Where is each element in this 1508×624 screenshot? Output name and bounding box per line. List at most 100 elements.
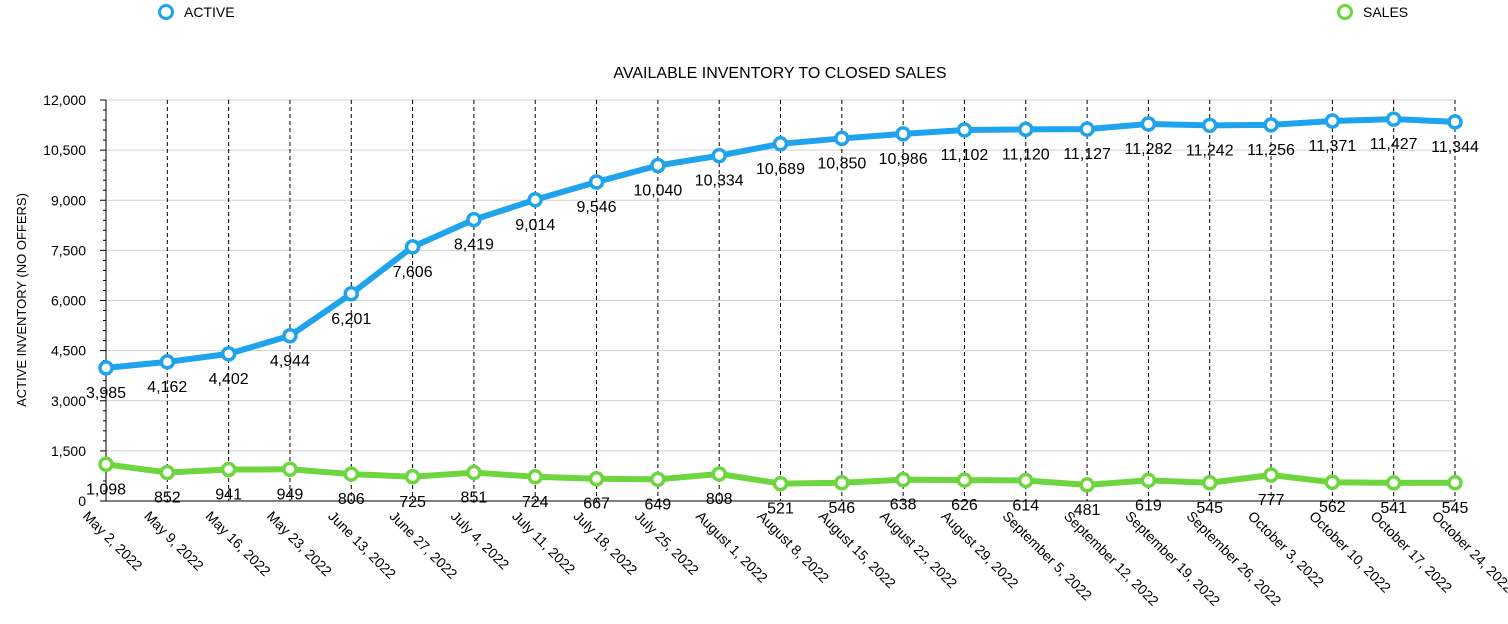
data-point-active[interactable]: [1079, 121, 1095, 137]
data-point-active[interactable]: [834, 130, 850, 147]
grid: [106, 99, 1456, 501]
data-label-active: 10,334: [695, 173, 744, 190]
data-point-active[interactable]: [466, 211, 482, 228]
data-label-sales: 562: [1319, 499, 1346, 516]
data-label-active: 9,014: [515, 217, 555, 234]
data-point-sales[interactable]: [466, 464, 482, 481]
data-point-active[interactable]: [588, 174, 605, 190]
data-label-active: 11,344: [1431, 139, 1479, 156]
data-point-sales[interactable]: [956, 472, 973, 488]
data-point-active[interactable]: [1018, 121, 1034, 138]
data-label-active: 11,120: [1002, 146, 1050, 163]
data-point-active[interactable]: [1385, 111, 1402, 127]
data-label-sales: 545: [1442, 500, 1469, 517]
data-point-active[interactable]: [650, 157, 666, 174]
data-label-sales: 852: [154, 490, 181, 507]
data-point-active[interactable]: [1201, 117, 1218, 134]
data-point-sales[interactable]: [98, 456, 114, 473]
data-label-active: 4,402: [209, 371, 249, 388]
data-point-sales[interactable]: [588, 470, 605, 487]
data-point-sales[interactable]: [282, 461, 298, 478]
data-point-sales[interactable]: [1079, 477, 1095, 493]
chart-title: AVAILABLE INVENTORY TO CLOSED SALES: [613, 65, 946, 82]
data-point-sales[interactable]: [527, 469, 543, 485]
data-point-sales[interactable]: [1140, 472, 1157, 489]
data-point-active[interactable]: [159, 354, 176, 370]
data-point-active[interactable]: [98, 360, 114, 376]
data-point-active[interactable]: [527, 192, 543, 208]
data-point-sales[interactable]: [711, 466, 727, 482]
data-point-sales[interactable]: [650, 471, 666, 488]
data-label-sales: 949: [277, 486, 304, 503]
data-label-sales: 545: [1196, 500, 1223, 517]
data-label-sales: 649: [645, 496, 672, 513]
y-tick-label: 7,500: [51, 242, 86, 258]
data-label-active: 4,162: [147, 379, 187, 396]
data-label-active: 4,944: [270, 353, 310, 370]
data-label-active: 10,850: [817, 155, 866, 172]
data-label-sales: 619: [1135, 497, 1162, 514]
y-tick-label: 6,000: [51, 293, 86, 309]
data-point-active[interactable]: [282, 328, 298, 344]
data-label-active: 10,040: [633, 182, 682, 199]
data-point-sales[interactable]: [1018, 472, 1034, 489]
x-tick-label: May 9, 2022: [141, 508, 207, 574]
x-tick-label: July 18, 2022: [570, 508, 640, 578]
data-label-sales: 626: [951, 497, 978, 514]
data-label-sales: 667: [583, 496, 610, 513]
data-point-sales[interactable]: [1263, 467, 1279, 483]
data-label-active: 11,242: [1186, 142, 1234, 159]
data-label-sales: 638: [890, 497, 917, 514]
data-point-active[interactable]: [772, 136, 789, 152]
y-tick-label: 12,000: [43, 92, 86, 108]
data-point-active[interactable]: [956, 122, 973, 138]
data-label-active: 11,427: [1370, 136, 1418, 153]
data-point-active[interactable]: [343, 286, 360, 302]
data-point-sales[interactable]: [159, 464, 176, 481]
data-point-active[interactable]: [404, 239, 421, 255]
data-point-active[interactable]: [220, 346, 237, 362]
data-point-sales[interactable]: [404, 469, 421, 485]
data-label-active: 6,201: [331, 311, 371, 328]
data-label-active: 10,689: [756, 161, 805, 178]
data-label-sales: 614: [1012, 497, 1039, 514]
y-tick-label: 3,000: [51, 393, 86, 409]
data-label-sales: 481: [1074, 502, 1101, 519]
y-tick-label: 4,500: [51, 343, 86, 359]
data-label-sales: 724: [522, 494, 549, 511]
data-point-active[interactable]: [1324, 113, 1341, 129]
data-point-sales[interactable]: [895, 471, 911, 488]
data-point-active[interactable]: [1263, 117, 1279, 133]
data-point-sales[interactable]: [220, 461, 237, 478]
data-label-sales: 725: [399, 494, 426, 511]
data-point-sales[interactable]: [343, 466, 360, 482]
data-point-sales[interactable]: [1447, 475, 1463, 491]
data-point-sales[interactable]: [1385, 475, 1402, 491]
data-label-sales: 808: [706, 491, 733, 508]
data-point-sales[interactable]: [1201, 475, 1218, 491]
legend-marker-sales: [1337, 4, 1353, 20]
data-label-sales: 521: [767, 501, 794, 518]
data-point-sales[interactable]: [1324, 474, 1341, 490]
data-label-sales: 777: [1258, 492, 1285, 509]
data-point-active[interactable]: [1447, 114, 1463, 130]
data-labels: 3,985 4,162 4,402 4,944 6,201 7,606 8,419 9,014…: [86, 136, 1479, 519]
data-label-active: 7,606: [393, 264, 433, 281]
data-point-sales[interactable]: [772, 475, 789, 492]
data-point-sales[interactable]: [834, 475, 850, 491]
y-tick-label: 1,500: [51, 443, 86, 459]
legend-item-active[interactable]: ACTIVE: [158, 4, 235, 20]
data-label-active: 11,127: [1063, 146, 1111, 163]
x-tick-label: May 2, 2022: [80, 508, 146, 574]
legend-marker-active: [158, 4, 174, 20]
data-label-sales: 851: [461, 490, 488, 507]
data-label-active: 8,419: [454, 237, 494, 254]
legend-item-sales[interactable]: SALES: [1337, 4, 1408, 20]
data-point-active[interactable]: [1140, 116, 1157, 132]
data-label-active: 9,546: [577, 199, 617, 216]
data-point-active[interactable]: [895, 126, 911, 142]
data-label-active: 3,985: [86, 385, 126, 402]
data-label-active: 11,102: [941, 147, 989, 164]
data-point-active[interactable]: [711, 147, 727, 164]
